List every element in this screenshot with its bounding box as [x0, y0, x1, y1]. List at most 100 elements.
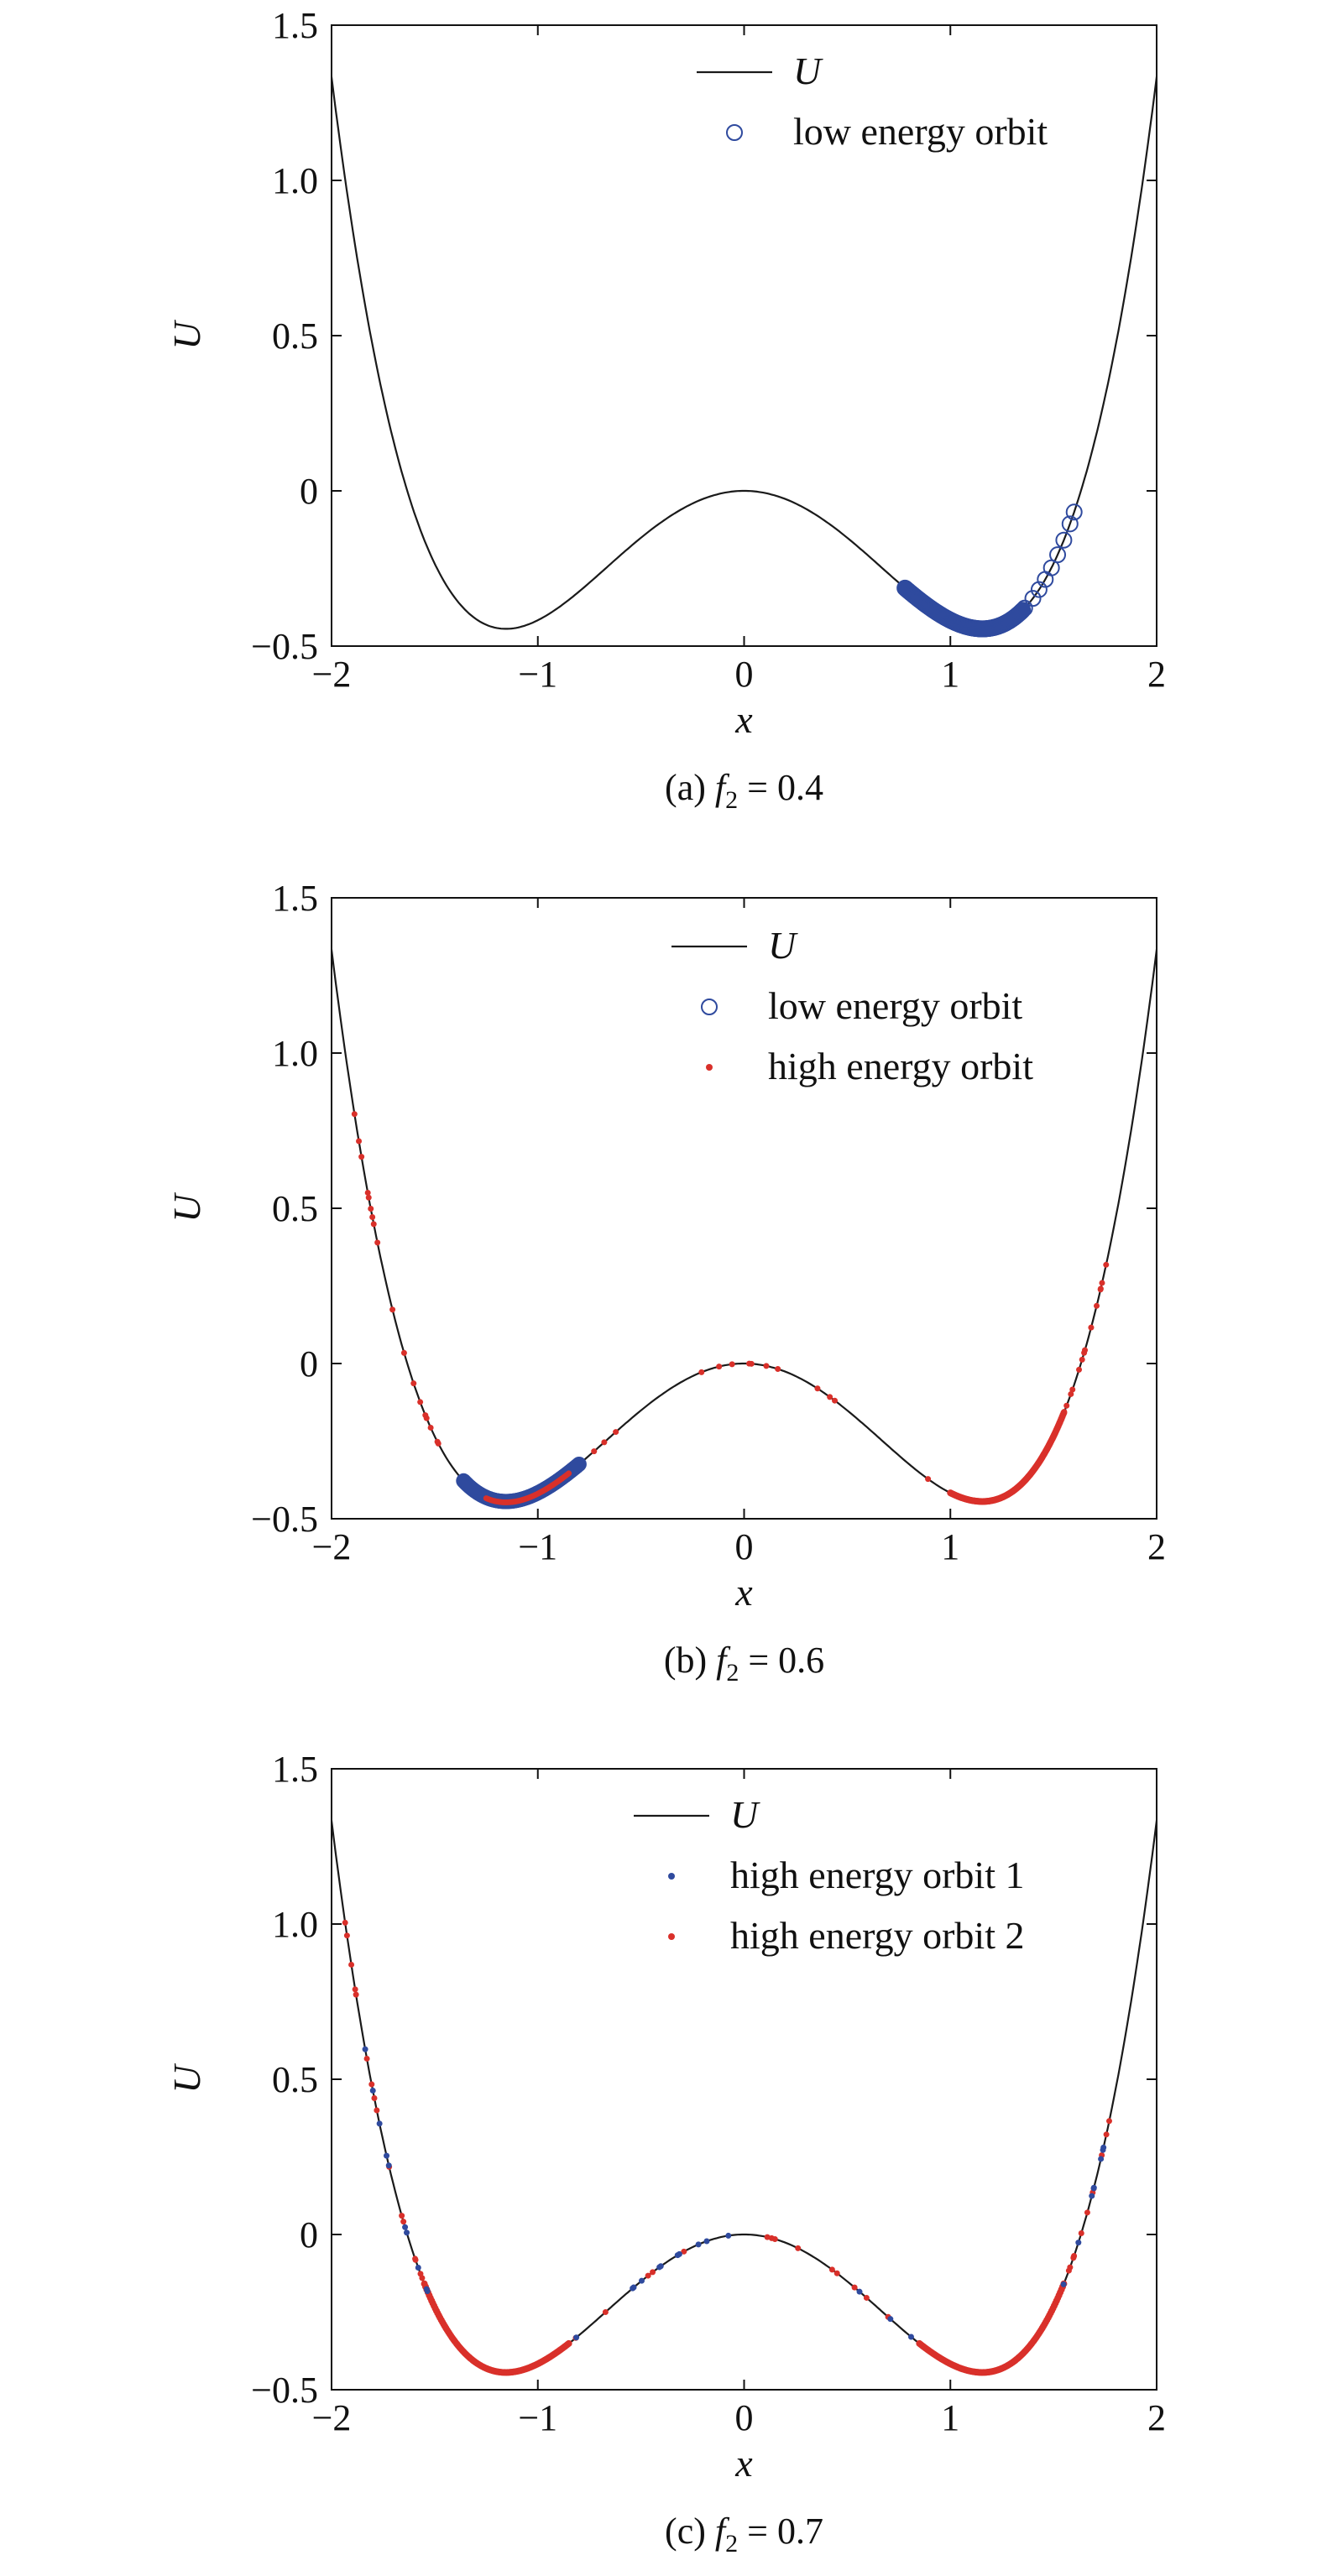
high-energy-orbit-point	[369, 1214, 376, 1221]
high-energy-orbit-2-point	[650, 2269, 656, 2276]
y-axis-label: U	[165, 320, 208, 350]
legend-dot-swatch	[668, 1933, 675, 1940]
high-energy-orbit-point	[400, 1349, 407, 1356]
high-energy-orbit-point	[746, 1360, 753, 1367]
high-energy-orbit-point	[729, 1361, 735, 1368]
high-energy-orbit-1-point	[1060, 2281, 1067, 2287]
high-energy-orbit-point	[410, 1380, 417, 1387]
high-energy-orbit-point	[1079, 1356, 1085, 1363]
high-energy-orbit-point	[698, 1369, 705, 1375]
x-tick-label: −1	[518, 2397, 557, 2438]
x-tick-label: −1	[518, 1526, 557, 1567]
x-axis-label: x	[734, 1571, 753, 1614]
potential-curve	[332, 69, 1157, 630]
high-energy-orbit-2-point	[681, 2248, 687, 2255]
y-tick-label: −0.5	[251, 626, 318, 667]
high-energy-orbit-1-point	[695, 2241, 702, 2248]
high-energy-orbit-2-point	[400, 2219, 407, 2225]
x-tick-label: 1	[941, 654, 959, 695]
x-tick-label: −1	[518, 654, 557, 695]
high-energy-orbit-point	[427, 1424, 434, 1431]
high-energy-orbit-1-point	[1100, 2144, 1107, 2151]
high-energy-orbit-2-point	[368, 2081, 375, 2088]
high-energy-orbit-point	[925, 1476, 932, 1483]
high-energy-orbit-2-point	[348, 1961, 355, 1968]
x-tick-label: 2	[1147, 2397, 1166, 2438]
x-tick-label: 0	[735, 1526, 754, 1567]
legend-circle-swatch	[701, 999, 718, 1015]
high-energy-orbit-point	[358, 1154, 365, 1160]
high-energy-orbit-1-point	[630, 2285, 636, 2292]
high-energy-orbit-2-point	[343, 1932, 350, 1939]
high-energy-orbit-point	[356, 1138, 363, 1145]
x-tick-label: −2	[312, 654, 352, 695]
high-energy-orbit-1-point	[402, 2224, 409, 2230]
low-energy-orbit-point	[1061, 515, 1079, 533]
high-energy-orbit-2-point	[863, 2294, 870, 2301]
high-energy-orbit-1-point	[676, 2250, 682, 2257]
x-tick-label: −2	[312, 2397, 352, 2438]
high-energy-orbit-1-point	[376, 2120, 383, 2127]
legend-dot-swatch	[706, 1064, 713, 1071]
low-energy-orbit-point	[1024, 590, 1042, 607]
high-energy-orbit-1-point	[656, 2264, 663, 2271]
x-axis-label: x	[734, 2442, 753, 2485]
high-energy-orbit-1-point	[385, 2162, 392, 2169]
high-energy-orbit-1-point	[856, 2288, 863, 2295]
x-axis-label: x	[734, 698, 753, 741]
x-tick-label: 2	[1147, 1526, 1166, 1567]
high-energy-orbit-2-point	[399, 2213, 405, 2219]
high-energy-orbit-2-point	[352, 1986, 358, 1993]
high-energy-orbit-point	[613, 1429, 619, 1436]
high-energy-orbit-2-point	[1067, 2264, 1074, 2271]
legend-label: high energy orbit	[768, 1045, 1033, 1087]
high-energy-orbit-1-point	[907, 2334, 914, 2340]
high-energy-orbit-1-point	[415, 2265, 421, 2271]
legend-label: low energy orbit	[793, 110, 1048, 153]
high-energy-orbit-1-point	[725, 2232, 732, 2239]
high-energy-orbit-2-point	[851, 2284, 858, 2291]
low-energy-orbit-point	[571, 1456, 587, 1472]
high-energy-orbit-point	[1081, 1349, 1088, 1356]
high-energy-orbit-2-point	[1084, 2209, 1090, 2216]
high-energy-orbit-point	[601, 1439, 608, 1446]
high-energy-orbit-1-point	[384, 2152, 390, 2159]
y-axis-label: U	[165, 1192, 208, 1223]
high-energy-orbit-2-point	[353, 1991, 359, 1998]
low-energy-orbit-point	[1016, 599, 1033, 617]
low-energy-orbit-point	[1030, 581, 1048, 598]
high-energy-orbit-point	[374, 1239, 381, 1246]
high-energy-orbit-point	[566, 1470, 572, 1477]
panel-caption: (c) f2 = 0.7	[665, 2511, 823, 2558]
panel-c: −2 −1 0 1 2 −0.5 0 0.5 1.0 1.5 x U (c) f2 = 0.7 Uhigh…	[165, 1749, 1166, 2558]
high-energy-orbit-point	[435, 1440, 442, 1447]
low-energy-orbit-point	[1049, 546, 1067, 564]
high-energy-orbit-2-point	[645, 2272, 651, 2279]
y-tick-label: −0.5	[251, 2370, 318, 2411]
high-energy-orbit-point	[1088, 1324, 1095, 1331]
high-energy-orbit-2-point	[828, 2266, 835, 2273]
panel-caption: (b) f2 = 0.6	[664, 1640, 824, 1687]
high-energy-orbit-point	[1069, 1386, 1076, 1393]
legend-label: U	[768, 924, 798, 967]
high-energy-orbit-point	[1063, 1402, 1070, 1409]
high-energy-orbit-point	[389, 1306, 396, 1313]
high-energy-orbit-point	[591, 1448, 598, 1455]
potential-curve	[332, 941, 1157, 1503]
high-energy-orbit-1-point	[362, 2046, 368, 2052]
high-energy-orbit-point	[827, 1394, 833, 1400]
x-tick-label: 1	[941, 1526, 959, 1567]
y-tick-label: 0	[300, 1343, 318, 1384]
y-tick-label: 1.0	[272, 1904, 318, 1945]
high-energy-orbit-point	[716, 1364, 723, 1370]
y-tick-label: 0.5	[272, 2059, 318, 2100]
high-energy-orbit-point	[364, 1189, 371, 1196]
high-energy-orbit-1-point	[369, 2088, 376, 2094]
high-energy-orbit-2-point	[371, 2095, 378, 2102]
high-energy-orbit-2-point	[419, 2275, 426, 2281]
high-energy-orbit-1-point	[638, 2277, 645, 2284]
high-energy-orbit-1-point	[887, 2316, 894, 2323]
high-energy-orbit-point	[763, 1363, 770, 1369]
legend-label: U	[730, 1793, 760, 1836]
high-energy-orbit-1-point	[1090, 2185, 1097, 2192]
